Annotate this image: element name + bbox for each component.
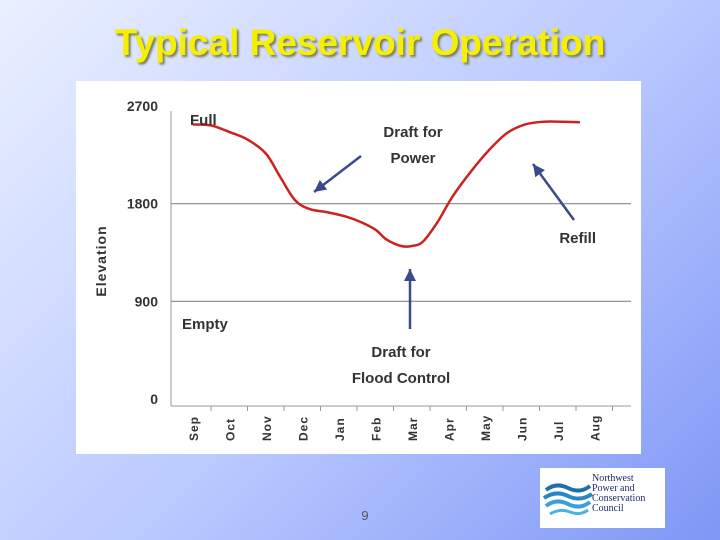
x-tick-label: Feb — [370, 417, 384, 441]
chart-panel: Elevation 0 900 1800 2700 Sep Oct Nov Dec Jan Fe… — [76, 81, 641, 454]
x-tick-label: Mar — [406, 417, 420, 441]
annotation-empty: Empty — [182, 316, 229, 333]
y-tick-label: 900 — [135, 293, 159, 309]
x-tick-label: Jul — [552, 421, 566, 441]
y-tick-label: 2700 — [127, 98, 158, 114]
y-tick-label: 1800 — [127, 196, 158, 212]
annotation-full: Full — [190, 112, 217, 129]
logo-line: Power and — [592, 483, 635, 494]
logo-wordmark: Northwest Power and Conservation Council — [592, 474, 664, 514]
annotation-draft-power: Power — [390, 150, 435, 167]
refill-arrow — [531, 163, 576, 221]
x-tick-label: Dec — [297, 416, 311, 441]
y-axis-label: Elevation — [93, 225, 109, 296]
annotation-refill: Refill — [559, 230, 596, 247]
annotation-draft-power: Draft for — [383, 124, 442, 141]
x-tick-label: Oct — [224, 418, 238, 441]
x-tick-label: May — [479, 415, 493, 441]
logo-line: Conservation — [592, 493, 646, 504]
x-tick-label: Aug — [589, 415, 603, 441]
y-tick-label: 0 — [150, 391, 158, 407]
draft-power-arrow — [313, 155, 362, 193]
x-tick-label: Nov — [260, 415, 274, 441]
annotation-flood: Flood Control — [352, 370, 450, 387]
reservoir-elevation-chart: Elevation 0 900 1800 2700 Sep Oct Nov Dec Jan Fe… — [93, 98, 631, 441]
elevation-series-line — [192, 120, 580, 248]
nwpcc-logo: Northwest Power and Conservation Council — [540, 468, 665, 528]
x-tick-label: Jan — [333, 417, 347, 441]
river-logo-icon — [542, 483, 594, 516]
flood-control-arrow — [404, 269, 416, 329]
logo-line: Council — [592, 503, 624, 514]
x-tick-label: Jun — [516, 417, 530, 441]
page-number: 9 — [361, 508, 369, 523]
annotation-flood: Draft for — [371, 344, 430, 361]
logo-line: Northwest — [592, 473, 634, 484]
slide-title: Typical Reservoir Operation — [114, 22, 606, 63]
x-tick-label: Sep — [187, 416, 201, 441]
x-tick-label: Apr — [443, 417, 457, 441]
